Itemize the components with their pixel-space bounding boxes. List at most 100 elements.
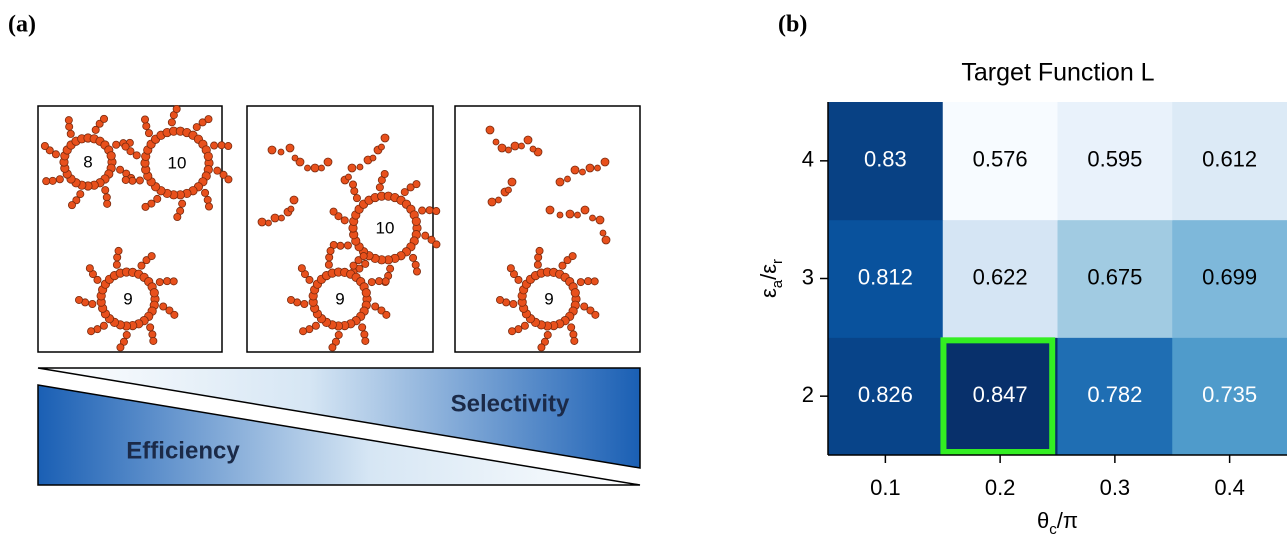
cell (1057, 219, 1173, 338)
bead (359, 252, 368, 261)
bead (297, 264, 306, 273)
bead (569, 330, 578, 339)
bead (112, 140, 121, 149)
bead (492, 138, 500, 146)
cell-label: 0.576 (973, 147, 1028, 172)
bead (595, 215, 605, 225)
bead (505, 186, 512, 194)
bead (412, 180, 421, 189)
bead (121, 175, 130, 184)
cell (1057, 337, 1173, 456)
bead (340, 216, 349, 225)
bead (326, 246, 335, 255)
bead (411, 260, 420, 269)
bead (585, 163, 595, 173)
bead (418, 206, 427, 215)
x-tick-label: 0.3 (1100, 475, 1131, 500)
bead (556, 211, 564, 219)
cell (1172, 337, 1287, 456)
bead (336, 241, 345, 250)
y-tick-label: 4 (802, 147, 814, 172)
cell (942, 219, 1058, 338)
bead (432, 240, 441, 249)
bead (149, 288, 159, 298)
x-tick-label: 0.4 (1214, 475, 1245, 500)
bead (113, 253, 122, 262)
bead (323, 157, 333, 167)
bead (219, 170, 228, 179)
bead (67, 201, 76, 210)
bead (487, 197, 497, 207)
cell-label: 0.83 (864, 147, 907, 172)
bead (48, 176, 57, 185)
x-tick-label: 0.1 (870, 475, 901, 500)
panel-label: (b) (778, 12, 807, 38)
bead (128, 176, 137, 185)
y-axis-label-part: ε (756, 288, 781, 298)
bead (514, 275, 523, 284)
bead (304, 164, 311, 172)
bead (506, 264, 515, 273)
bead (55, 175, 64, 184)
bead (509, 300, 518, 309)
bead (520, 321, 529, 330)
bead (91, 125, 100, 134)
cell (1057, 102, 1173, 221)
cell-label: 0.826 (858, 382, 913, 407)
bead (103, 199, 112, 208)
x-tick-label: 0.2 (985, 475, 1016, 500)
bead (495, 196, 502, 204)
bead (224, 142, 233, 151)
bead (564, 175, 571, 183)
bead (76, 190, 85, 199)
bead (523, 135, 533, 145)
bead (497, 143, 507, 153)
bead (589, 214, 596, 222)
bead (427, 235, 436, 244)
bead (51, 150, 60, 159)
bead (570, 165, 580, 175)
bead (93, 275, 102, 284)
bead (141, 115, 150, 124)
bead (287, 205, 295, 213)
bead (555, 177, 565, 187)
bead (170, 310, 179, 319)
bead (159, 302, 168, 311)
cell-label: 0.735 (1202, 382, 1257, 407)
bead (163, 277, 172, 286)
cell (942, 337, 1058, 456)
ring-size: 10 (168, 153, 187, 172)
bead (540, 337, 549, 346)
bead (192, 123, 201, 132)
bead (142, 122, 151, 131)
bead (375, 183, 384, 192)
bead (529, 145, 537, 153)
bead (119, 337, 128, 346)
bead (412, 267, 421, 276)
bead (329, 207, 338, 216)
bead (377, 306, 386, 315)
bead (112, 260, 121, 269)
y-axis-label-part: /ε (756, 264, 781, 280)
bead (101, 186, 110, 195)
bead (347, 163, 357, 173)
bead (65, 122, 74, 131)
cell-label: 0.612 (1202, 147, 1257, 172)
bead (295, 157, 305, 167)
bead (349, 261, 358, 270)
bead (137, 261, 146, 270)
bead (126, 147, 135, 156)
bead (382, 310, 391, 319)
cell-label: 0.699 (1202, 264, 1257, 289)
highlight (940, 337, 1056, 456)
bead (75, 295, 84, 304)
bead (106, 151, 116, 161)
bead (299, 327, 308, 336)
cell (942, 102, 1058, 221)
bead (142, 256, 151, 265)
bead (590, 277, 599, 286)
bead (510, 141, 520, 151)
bead (277, 148, 285, 156)
bead (144, 129, 153, 138)
